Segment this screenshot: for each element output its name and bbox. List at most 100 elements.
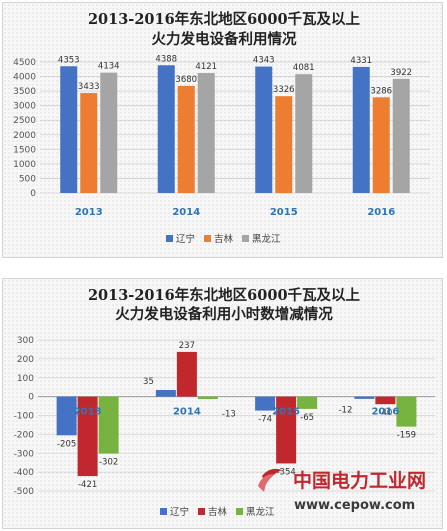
chart1-data-label: 4331: [350, 56, 372, 66]
chart2-bar-heilongjiang-2014: [197, 396, 218, 400]
chart1-title-line1: 2013-2016年东北地区6000千瓦及以上: [88, 10, 361, 28]
chart1-bar-liaoning-2016: [352, 66, 370, 193]
chart1-legend-swatch-liaoning: [166, 235, 173, 242]
chart2-data-label: -13: [222, 410, 236, 420]
chart1-bars: 4353 3433 4134 4388 3680 4121 4343 3326 4081 4331…: [58, 54, 412, 193]
chart1-legend: 辽宁 吉林 黑龙江: [166, 233, 281, 245]
chart2-bar-liaoning-2014: [155, 390, 176, 397]
chart2-bar-jilin-2015: [276, 396, 297, 464]
chart2-legend-swatch-liaoning: [160, 508, 167, 515]
watermark-swoosh-small-icon: [258, 474, 274, 492]
chart2-data-label: 35: [143, 377, 154, 387]
chart2-y-tick: -100: [14, 412, 35, 422]
chart2-bar-jilin-2013: [77, 396, 98, 477]
chart1-y-tick: 500: [19, 174, 36, 184]
chart2-legend-label: 黑龙江: [246, 506, 275, 518]
chart2-bar-heilongjiang-2015: [297, 396, 318, 409]
chart2-bar-heilongjiang-2016: [396, 396, 417, 427]
chart1-data-label: 4121: [195, 62, 217, 72]
chart2-legend-label: 辽宁: [170, 506, 189, 518]
chart2-data-label: -205: [57, 439, 76, 449]
chart2-data-label: -12: [338, 406, 352, 416]
chart2-data-label: -40: [378, 408, 392, 418]
chart1-data-label: 3326: [273, 85, 295, 95]
chart2-y-tick: -500: [14, 487, 35, 497]
chart1-bar-jilin-2016: [372, 97, 390, 193]
chart1-bar-heilongjiang-2014: [197, 73, 215, 193]
chart2-y-tick: 200: [17, 355, 34, 365]
chart2-category-label: 2016: [371, 407, 399, 418]
chart1-legend-label: 吉林: [214, 233, 234, 245]
chart2-y-tick: 100: [17, 374, 34, 384]
chart1-category-label: 2015: [270, 207, 298, 218]
chart2-bar-liaoning-2016: [354, 396, 375, 399]
chart1-data-label: 3286: [370, 86, 392, 96]
chart2-legend-swatch-jilin: [198, 508, 205, 515]
chart2-title-line1: 2013-2016年东北地区6000千瓦及以上: [88, 286, 361, 304]
chart1-legend-swatch-heilongjiang: [242, 235, 249, 242]
chart2-y-tick: 0: [28, 393, 34, 403]
chart1-category-label: 2014: [172, 207, 200, 218]
chart2-x-axis: 2013 2014 2015 2016: [74, 407, 400, 418]
chart1-y-tick: 2500: [13, 116, 36, 126]
chart1-data-label: 3433: [78, 82, 100, 92]
chart1-bar-heilongjiang-2013: [100, 72, 118, 193]
chart1-bar-liaoning-2014: [157, 65, 175, 193]
chart2-bar-jilin-2016: [375, 396, 396, 405]
chart-panel-bottom: [2, 278, 443, 529]
chart1-y-tick: 3500: [13, 87, 36, 97]
chart1-y-tick: 1000: [13, 160, 36, 170]
chart2-data-label: -159: [397, 431, 416, 441]
chart1-bar-jilin-2013: [80, 93, 98, 193]
chart1-data-label: 4134: [98, 62, 120, 72]
chart2-y-tick: 300: [17, 336, 34, 346]
chart2-bar-liaoning-2015: [255, 396, 276, 411]
chart1-y-tick: 0: [30, 189, 36, 199]
chart1-data-label: 3680: [175, 75, 197, 85]
chart2-legend-label: 吉林: [208, 506, 228, 518]
chart1-bar-liaoning-2015: [255, 66, 273, 193]
chart1-data-label: 4343: [253, 56, 275, 66]
chart1-y-tick: 4500: [13, 58, 36, 68]
chart1-bar-liaoning-2013: [60, 66, 78, 193]
chart1-bar-heilongjiang-2016: [392, 78, 410, 193]
chart2-y-tick: -200: [14, 430, 35, 440]
chart1-x-axis: 2013 2014 2015 2016: [75, 207, 395, 218]
chart1-category-label: 2013: [75, 207, 103, 218]
chart2-data-label: -74: [258, 415, 272, 425]
chart2-bar-heilongjiang-2013: [98, 396, 119, 454]
chart2-data-label: -354: [276, 467, 295, 477]
watermark: 中国电力工业网 www.cepow.com: [258, 468, 426, 513]
chart1-y-axis: 0 500 1000 1500 2000 2500 3000 3500 4000 4500: [13, 58, 36, 199]
watermark-title: 中国电力工业网: [293, 469, 426, 492]
chart2-bar-jilin-2014: [176, 351, 197, 397]
chart2-y-axis: 300 200 100 0 -100 -200 -300 -400 -500: [14, 336, 35, 497]
chart1-legend-label: 辽宁: [176, 233, 195, 245]
chart1-legend-label: 黑龙江: [252, 233, 281, 245]
chart2-legend-swatch-heilongjiang: [236, 508, 243, 515]
chart2-title-line2: 火力发电设备利用小时数增减情况: [115, 305, 333, 323]
chart1-bar-jilin-2014: [177, 85, 195, 193]
chart1-data-label: 4388: [155, 54, 177, 64]
chart2-data-label: -65: [300, 413, 314, 423]
chart1-title-line2: 火力发电设备利用情况: [152, 30, 297, 48]
chart1-category-label: 2016: [367, 207, 395, 218]
chart2-legend: 辽宁 吉林 黑龙江: [160, 506, 275, 518]
chart1-y-tick: 4000: [13, 73, 36, 83]
chart2-y-tick: -300: [14, 449, 35, 459]
watermark-url: www.cepow.com: [294, 498, 415, 513]
chart1-bar-jilin-2015: [275, 96, 293, 193]
chart1-y-tick: 2000: [13, 131, 36, 141]
chart1-y-tick: 1500: [13, 145, 36, 155]
chart2-bar-liaoning-2013: [56, 396, 77, 436]
chart1-data-label: 3922: [390, 68, 412, 78]
chart2-data-label: -421: [78, 480, 97, 490]
chart2-category-label: 2013: [74, 407, 102, 418]
chart2-bars: -205 -421 -302 35 237 -13 -74 -354 -65 -12 -40 -159: [56, 341, 417, 490]
chart1-bar-heilongjiang-2015: [295, 74, 313, 193]
chart2-data-label: -302: [99, 458, 118, 468]
chart2-y-tick: -400: [14, 468, 35, 478]
chart1-data-label: 4353: [58, 55, 80, 65]
chart1-data-label: 4081: [293, 63, 315, 73]
